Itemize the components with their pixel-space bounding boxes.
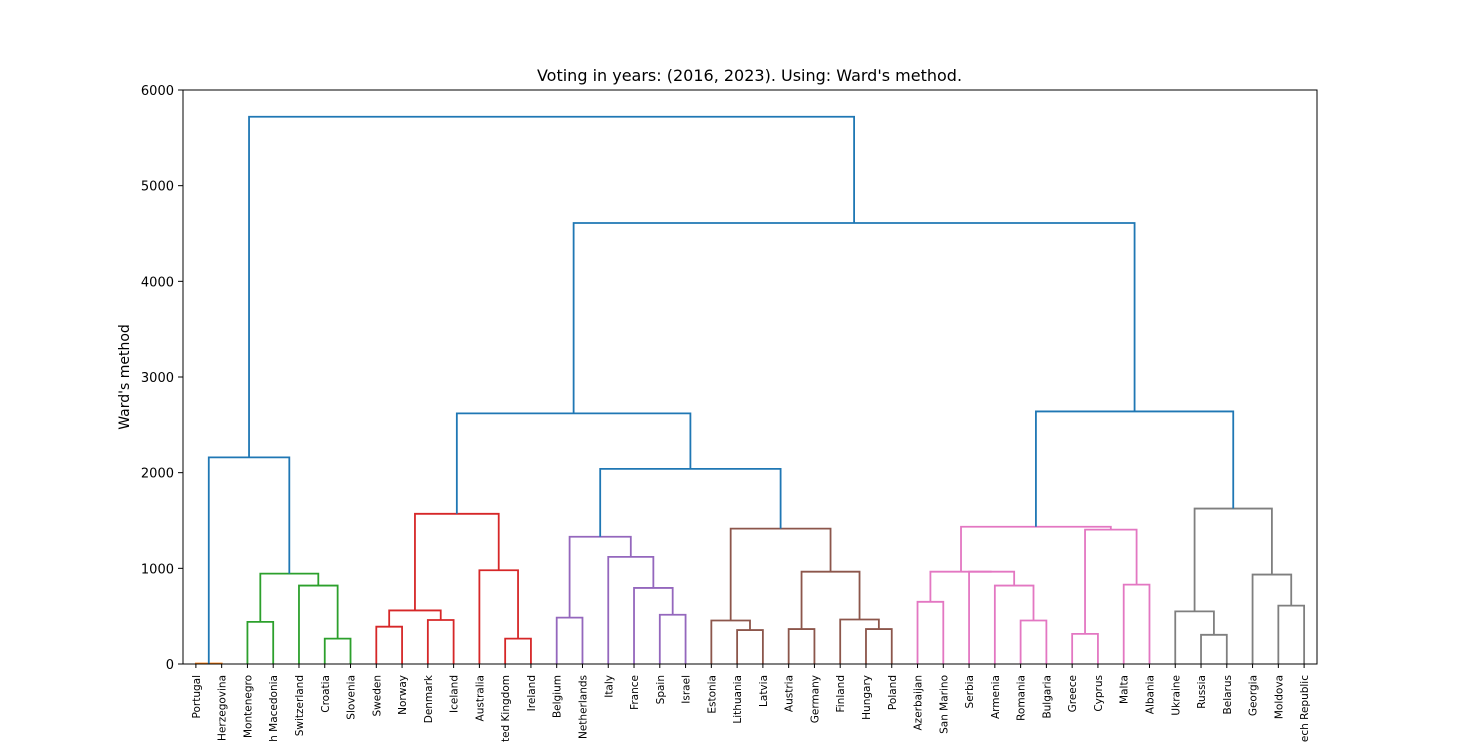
leaf-label: Croatia bbox=[320, 675, 332, 713]
dendrogram-link bbox=[1193, 507, 1273, 612]
leaf-label: Georgia bbox=[1248, 675, 1260, 716]
y-tick-label: 4000 bbox=[141, 275, 174, 290]
leaf-label: Finland bbox=[835, 675, 847, 713]
leaf-label: Greece bbox=[1067, 675, 1079, 712]
y-axis-label: Ward's method bbox=[117, 324, 133, 430]
dendrogram-link bbox=[426, 619, 455, 664]
leaf-label: Germany bbox=[809, 675, 821, 723]
dendrogram-link bbox=[455, 412, 692, 514]
dendrogram-link bbox=[478, 569, 519, 664]
dendrogram-link bbox=[1019, 619, 1048, 664]
dendrogram-link bbox=[916, 600, 945, 664]
leaf-label: Latvia bbox=[758, 675, 770, 707]
dendrogram-link bbox=[960, 525, 1112, 572]
leaf-label: h Macedonia bbox=[268, 675, 280, 742]
dendrogram-link bbox=[1084, 528, 1138, 634]
y-tick-label: 6000 bbox=[141, 84, 174, 99]
x-axis-ticks: Portugal Herzegovina Montenegro h Macedonia… bbox=[191, 664, 1311, 742]
dendrogram-link bbox=[1122, 583, 1151, 664]
leaf-label: Malta bbox=[1119, 675, 1131, 704]
dendrogram-link bbox=[787, 628, 816, 664]
leaf-label: Ukraine bbox=[1170, 675, 1182, 716]
dendrogram-link bbox=[710, 619, 751, 664]
leaf-label: Portugal bbox=[191, 675, 203, 719]
leaf-label: Sweden bbox=[371, 675, 383, 717]
dendrogram-link bbox=[839, 618, 880, 664]
dendrogram-link bbox=[1277, 604, 1306, 664]
leaf-label: Poland bbox=[887, 675, 899, 710]
leaf-label: Bulgaria bbox=[1041, 675, 1053, 719]
leaf-label: Belgium bbox=[552, 675, 564, 718]
y-tick-label: 2000 bbox=[141, 467, 174, 482]
plot-frame bbox=[182, 89, 1318, 665]
leaf-label: Romania bbox=[1016, 675, 1028, 721]
leaf-label: Azerbaijan bbox=[913, 675, 925, 731]
leaf-label: Iceland bbox=[449, 675, 461, 713]
leaf-label: Italy bbox=[603, 675, 615, 698]
leaf-label: Montenegro bbox=[242, 675, 254, 738]
dendrogram-link bbox=[388, 609, 442, 627]
leaf-label: Slovenia bbox=[346, 675, 358, 720]
dendrogram-link bbox=[800, 570, 861, 630]
leaf-label: Lithuania bbox=[732, 675, 744, 724]
leaf-label: Serbia bbox=[964, 675, 976, 708]
dendrogram-link bbox=[865, 628, 893, 664]
dendrogram-link bbox=[572, 222, 1136, 414]
leaf-label: Estonia bbox=[706, 675, 718, 714]
leaf-label: Belarus bbox=[1222, 675, 1234, 714]
dendrogram-link bbox=[323, 637, 352, 664]
dendrogram-link bbox=[246, 621, 275, 664]
chart-title: Voting in years: (2016, 2023). Using: Wa… bbox=[537, 66, 962, 85]
leaf-label: Cyprus bbox=[1093, 675, 1105, 712]
y-tick-label: 0 bbox=[166, 658, 174, 673]
leaf-label: Norway bbox=[397, 675, 409, 715]
dendrogram-link bbox=[929, 570, 992, 602]
leaf-label: Australia bbox=[474, 675, 486, 721]
dendrogram-link bbox=[504, 637, 532, 664]
leaf-label: Moldova bbox=[1273, 675, 1285, 719]
leaf-label: ech Republic bbox=[1299, 675, 1311, 742]
dendrogram-link bbox=[1071, 632, 1099, 664]
dendrogram-link bbox=[207, 456, 291, 664]
y-tick-label: 1000 bbox=[141, 562, 174, 577]
dendrogram-link bbox=[298, 584, 339, 664]
dendrogram-link bbox=[736, 629, 764, 664]
dendrogram-link bbox=[248, 115, 855, 458]
leaf-label: Netherlands bbox=[577, 675, 589, 739]
leaf-label: Switzerland bbox=[294, 675, 306, 736]
dendrogram-links bbox=[194, 115, 1306, 665]
dendrogram-link bbox=[414, 512, 500, 611]
dendrogram-link bbox=[568, 535, 632, 618]
dendrogram-link bbox=[1174, 610, 1215, 664]
leaf-label: Hungary bbox=[861, 675, 873, 720]
leaf-label: France bbox=[629, 675, 641, 710]
leaf-label: Denmark bbox=[423, 674, 435, 723]
dendrogram-link bbox=[1251, 573, 1293, 664]
dendrogram-link bbox=[1200, 633, 1228, 664]
dendrogram-link bbox=[993, 584, 1035, 664]
leaf-label: Albania bbox=[1144, 675, 1156, 714]
leaf-label: Ireland bbox=[526, 675, 538, 711]
dendrogram-link bbox=[259, 572, 320, 622]
leaf-label: Herzegovina bbox=[217, 675, 229, 741]
dendrogram-link bbox=[633, 587, 674, 664]
y-tick-label: 3000 bbox=[141, 371, 174, 386]
leaf-label: Israel bbox=[681, 675, 693, 704]
dendrogram-link bbox=[607, 555, 655, 664]
dendrogram-link bbox=[555, 616, 584, 664]
leaf-label: San Marino bbox=[938, 675, 950, 734]
dendrogram-link bbox=[658, 613, 687, 664]
dendrogram-link bbox=[599, 467, 782, 537]
y-tick-label: 5000 bbox=[141, 180, 174, 195]
dendrogram-link bbox=[375, 625, 403, 664]
leaf-label: ted Kingdom bbox=[500, 675, 512, 742]
leaf-label: Russia bbox=[1196, 675, 1208, 709]
leaf-label: Armenia bbox=[990, 675, 1002, 719]
leaf-label: Spain bbox=[655, 675, 667, 704]
leaf-label: Austria bbox=[784, 675, 796, 712]
y-axis-ticks: 0 1000 2000 3000 4000 5000 6000 bbox=[141, 84, 183, 673]
dendrogram-link bbox=[729, 527, 832, 621]
